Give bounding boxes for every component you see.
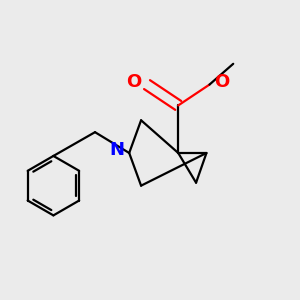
Text: O: O [214,73,229,91]
Text: N: N [110,141,125,159]
Text: O: O [126,73,141,91]
